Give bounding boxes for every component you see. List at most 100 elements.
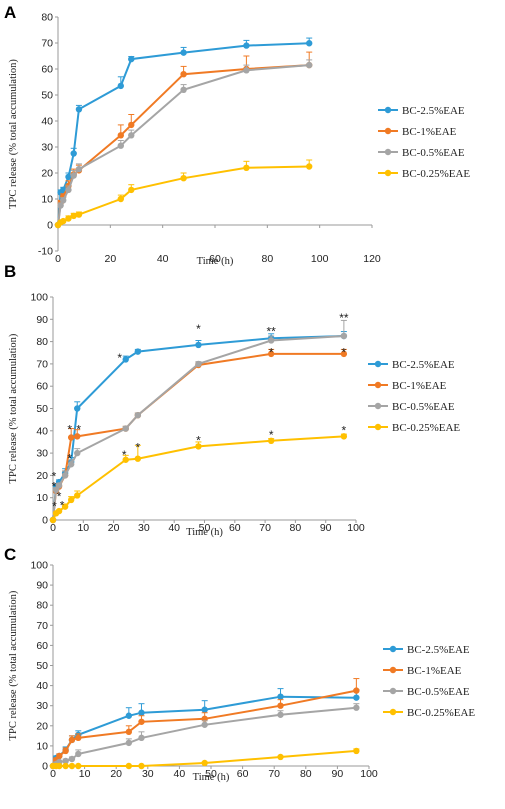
- series-2: [54, 59, 313, 229]
- data-point: [353, 747, 360, 755]
- data-point: [55, 507, 63, 515]
- legend-marker: [374, 402, 382, 410]
- data-point: [277, 753, 284, 761]
- data-point: [128, 121, 135, 129]
- y-tick-label: 80: [41, 12, 53, 24]
- panel-b: B 0 10 20 30 40 50 60 70 80 90 100 0 10 20 30 40 50 60 70 80…: [4, 262, 460, 538]
- x-tick-label: 60: [229, 522, 241, 534]
- x-tick-label: 30: [138, 522, 150, 534]
- legend-label: BC-0.5%EAE: [407, 686, 470, 698]
- x-axis-title: Time (h): [186, 527, 223, 538]
- data-point: [55, 482, 63, 489]
- y-tick-label: 10: [36, 492, 48, 504]
- y-tick-label: 20: [36, 470, 48, 482]
- legend-label: BC-1%EAE: [407, 665, 462, 677]
- data-point: [65, 215, 72, 222]
- data-point: [75, 762, 82, 770]
- data-point: [75, 211, 83, 218]
- data-point: [267, 350, 275, 358]
- data-point: [117, 142, 125, 149]
- y-tick-label: 80: [36, 600, 48, 612]
- data-point: [75, 734, 82, 742]
- significance-mark: *: [342, 424, 347, 438]
- data-point: [68, 762, 76, 770]
- data-point: [277, 693, 284, 700]
- x-tick-label: 80: [290, 522, 302, 534]
- y-tick-label: 40: [36, 425, 48, 437]
- y-tick-label: 50: [41, 90, 53, 102]
- data-point: [353, 687, 360, 694]
- x-tick-label: 90: [320, 522, 332, 534]
- data-point: [61, 503, 69, 510]
- data-point: [195, 360, 202, 368]
- series-0: [49, 688, 360, 770]
- y-tick-label: 30: [36, 448, 48, 460]
- significance-mark: *: [196, 434, 201, 448]
- y-tick-label: 30: [36, 700, 48, 712]
- legend-label: BC-0.5%EAE: [402, 147, 465, 159]
- significance-mark: *: [117, 351, 122, 365]
- data-point: [243, 164, 250, 171]
- significance-mark: *: [52, 479, 57, 493]
- legend-label: BC-0.25%EAE: [392, 422, 460, 434]
- data-point: [306, 163, 313, 170]
- series-1: [54, 51, 313, 229]
- y-axis-title: TPC release (% total accumulation): [8, 333, 19, 483]
- x-tick-label: 80: [300, 768, 312, 780]
- legend-marker: [384, 169, 392, 177]
- series-0: [49, 331, 348, 524]
- data-point: [138, 734, 145, 742]
- data-point: [180, 71, 187, 78]
- significance-mark: *: [67, 452, 72, 466]
- data-point: [70, 212, 77, 220]
- y-tick-label: 20: [36, 720, 48, 732]
- legend-label: BC-0.25%EAE: [407, 707, 475, 719]
- data-point: [243, 67, 250, 74]
- data-point: [267, 437, 275, 445]
- legend-marker: [374, 423, 382, 431]
- data-point: [117, 82, 125, 90]
- data-point: [201, 706, 208, 713]
- data-point: [340, 433, 348, 440]
- x-tick-label: 50: [199, 522, 211, 534]
- x-tick-label: 30: [142, 768, 154, 780]
- data-point: [68, 755, 76, 763]
- data-point: [340, 332, 348, 340]
- series-3: [49, 433, 348, 524]
- legend-item: BC-0.25%EAE: [378, 168, 470, 180]
- data-point: [180, 175, 187, 182]
- x-tick-label: 80: [261, 253, 273, 265]
- data-point: [75, 106, 83, 113]
- legend-item: BC-0.5%EAE: [368, 401, 455, 413]
- legend-marker: [389, 708, 397, 716]
- data-point: [60, 217, 67, 225]
- x-tick-label: 20: [104, 253, 116, 265]
- data-point: [195, 443, 202, 450]
- legend-label: BC-2.5%EAE: [402, 105, 465, 117]
- x-tick-label: 70: [268, 768, 280, 780]
- data-point: [277, 702, 284, 709]
- legend-label: BC-2.5%EAE: [407, 644, 470, 656]
- data-point: [49, 516, 57, 524]
- y-tick-label: 0: [42, 761, 48, 773]
- data-point: [122, 425, 129, 432]
- data-point: [75, 750, 82, 758]
- significance-mark: *: [52, 500, 57, 514]
- data-point: [74, 433, 81, 440]
- significance-mark: *: [67, 423, 72, 437]
- data-point: [74, 492, 81, 499]
- data-point: [306, 61, 313, 69]
- significance-mark: *: [52, 469, 57, 483]
- data-point: [125, 762, 133, 770]
- data-point: [75, 165, 83, 173]
- data-point: [117, 132, 125, 139]
- data-point: [56, 752, 63, 760]
- legend-item: BC-2.5%EAE: [383, 644, 470, 656]
- y-tick-label: 30: [41, 142, 53, 154]
- legend-marker: [374, 360, 382, 368]
- data-point: [125, 712, 133, 719]
- x-tick-label: 10: [77, 522, 89, 534]
- x-tick-label: 10: [79, 768, 91, 780]
